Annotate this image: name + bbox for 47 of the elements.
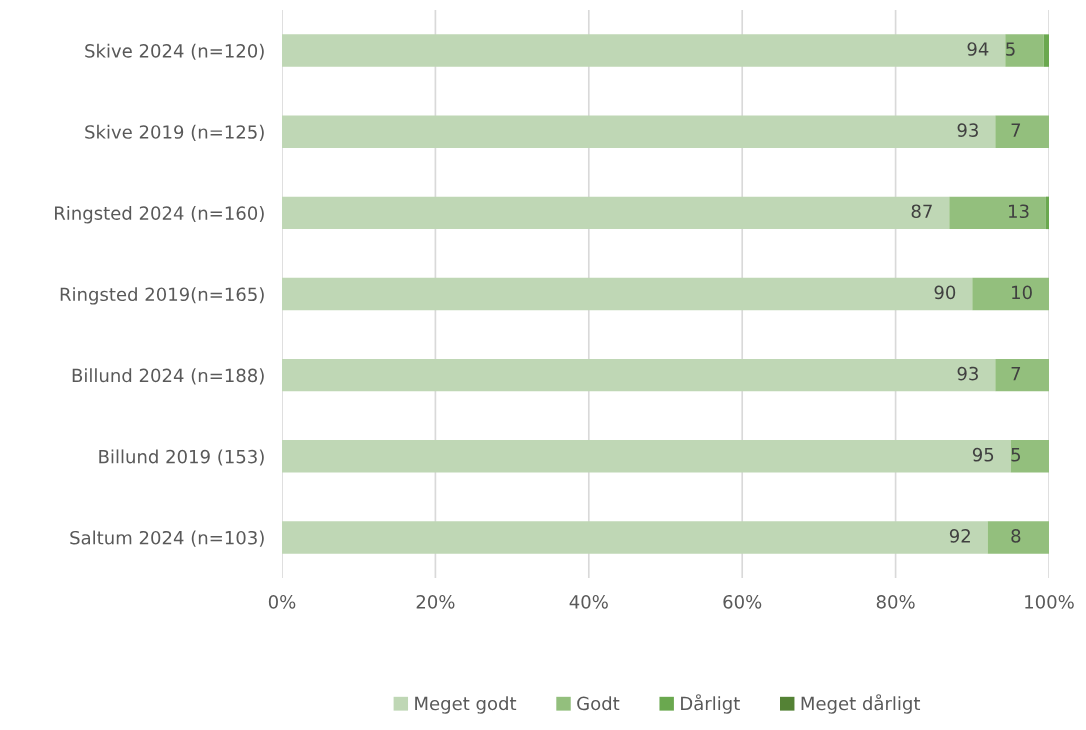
bar: [282, 358, 996, 392]
legend-label: Godt: [577, 696, 620, 711]
bar: [995, 358, 1049, 392]
legend-label: Dårligt: [681, 694, 740, 714]
bar: [1045, 196, 1049, 230]
data-label: 5: [1006, 42, 1015, 56]
data-label: 95: [972, 447, 994, 462]
bar: [282, 115, 996, 148]
data-label: 5: [1011, 448, 1021, 462]
x-tick-label: 40%: [569, 594, 608, 609]
x-tick-label: 60%: [723, 594, 762, 609]
legend-label: Meget godt: [415, 696, 517, 714]
bar: [972, 277, 1049, 311]
y-tick-label: Skive 2019 (n=125): [85, 124, 264, 141]
y-tick-label: Saltum 2024 (n=103): [70, 530, 264, 547]
bar: [282, 277, 973, 311]
bar: [1010, 440, 1049, 473]
data-label: 90: [934, 285, 956, 300]
x-tick-label: 20%: [416, 594, 455, 609]
legend-label: Meget dårligt: [801, 694, 921, 714]
data-label: 93: [957, 123, 978, 137]
y-tick-label: Billund 2019 (153): [99, 449, 264, 466]
y-tick-label: Billund 2024 (n=188): [72, 368, 264, 385]
y-tick-label: Ringsted 2024 (n=160): [55, 206, 264, 224]
data-label: 7: [1011, 366, 1021, 381]
data-label: 94: [967, 42, 989, 56]
data-label: 92: [949, 529, 970, 543]
bar: [282, 440, 1011, 473]
bar: [282, 521, 988, 554]
bar: [282, 34, 1006, 67]
y-tick-label: Skive 2024 (n=120): [85, 43, 264, 60]
bar: [987, 521, 1049, 554]
data-label: 87: [911, 204, 932, 219]
bar: [995, 115, 1049, 148]
bar: [1005, 34, 1044, 67]
data-label: 10: [1012, 285, 1032, 300]
bar: [949, 196, 1046, 230]
data-label: 13: [1009, 204, 1029, 219]
bar: [282, 196, 950, 230]
x-tick-label: 80%: [876, 594, 915, 609]
y-tick-label: Ringsted 2019(n=165): [60, 287, 264, 305]
x-tick-label: 0%: [268, 594, 296, 609]
data-label: 8: [1011, 529, 1021, 543]
bar: [1043, 34, 1049, 67]
x-tick-label: 100%: [1025, 594, 1074, 609]
data-label: 7: [1011, 123, 1021, 137]
data-label: 93: [957, 366, 978, 381]
